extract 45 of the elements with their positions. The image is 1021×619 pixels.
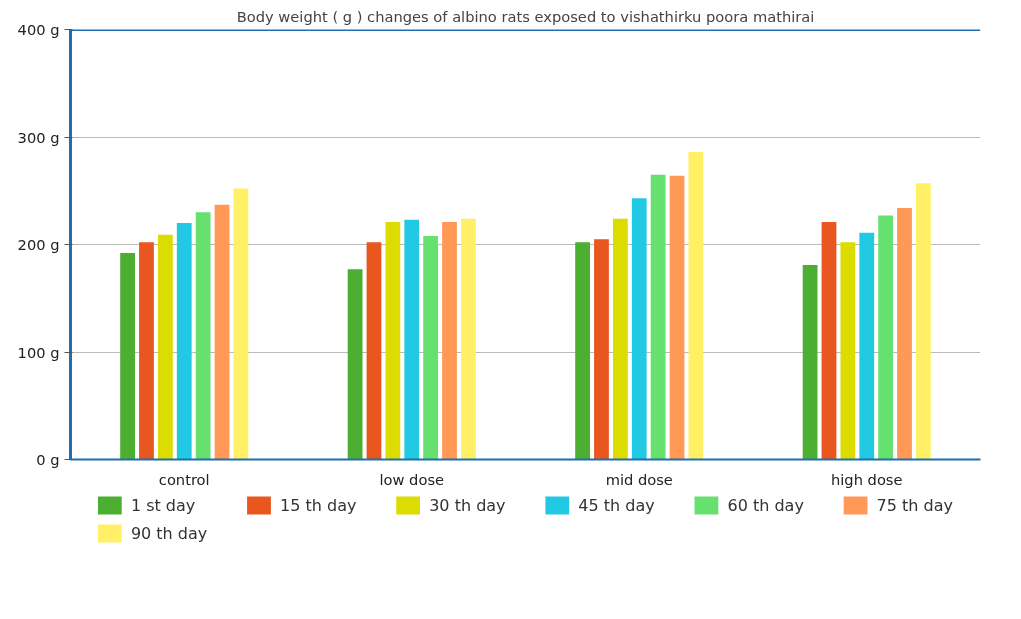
legend-label: 75 th day	[876, 496, 953, 515]
bar	[404, 219, 420, 460]
y-tick-label: 0 g	[36, 451, 60, 468]
bar	[176, 223, 192, 460]
bar	[366, 242, 382, 460]
legend-label: 1 st day	[130, 496, 196, 515]
bar	[423, 235, 439, 460]
bar	[214, 204, 230, 460]
bar	[669, 175, 685, 460]
bar	[347, 269, 363, 460]
bar	[461, 218, 476, 460]
bar	[612, 218, 628, 460]
x-tick-label: mid dose	[605, 470, 673, 488]
legend-label: 45 th day	[578, 496, 655, 515]
bar	[650, 174, 666, 460]
bar	[233, 188, 249, 460]
legend-label: 60 th day	[727, 496, 804, 515]
bar	[120, 253, 135, 460]
bar	[139, 242, 154, 460]
bar	[821, 221, 837, 460]
bar	[157, 234, 173, 460]
legend-label: 30 th day	[429, 496, 506, 515]
y-tick-label: 100 g	[17, 343, 60, 361]
bar	[385, 221, 401, 460]
x-tick-label: low dose	[379, 470, 445, 488]
legend-label: 90 th day	[130, 524, 208, 543]
bar	[631, 198, 647, 460]
bar	[688, 152, 704, 460]
chart-title: Body weight ( g ) changes of albino rats exposed to vishathirku poora mathirai	[236, 7, 815, 25]
bar	[594, 239, 609, 460]
bar	[840, 242, 856, 460]
bar	[195, 212, 211, 460]
bar	[442, 221, 457, 460]
bar	[897, 207, 912, 460]
bar	[802, 264, 818, 460]
bar	[575, 242, 590, 460]
y-tick-label: 400 g	[17, 21, 60, 38]
y-tick-label: 300 g	[17, 128, 60, 146]
x-tick-label: control	[158, 470, 210, 488]
bar	[859, 232, 875, 460]
bar	[878, 215, 894, 460]
bar	[916, 183, 931, 460]
y-tick-label: 200 g	[17, 236, 60, 253]
x-tick-label: high dose	[830, 470, 903, 488]
legend-label: 15 th day	[280, 496, 357, 515]
